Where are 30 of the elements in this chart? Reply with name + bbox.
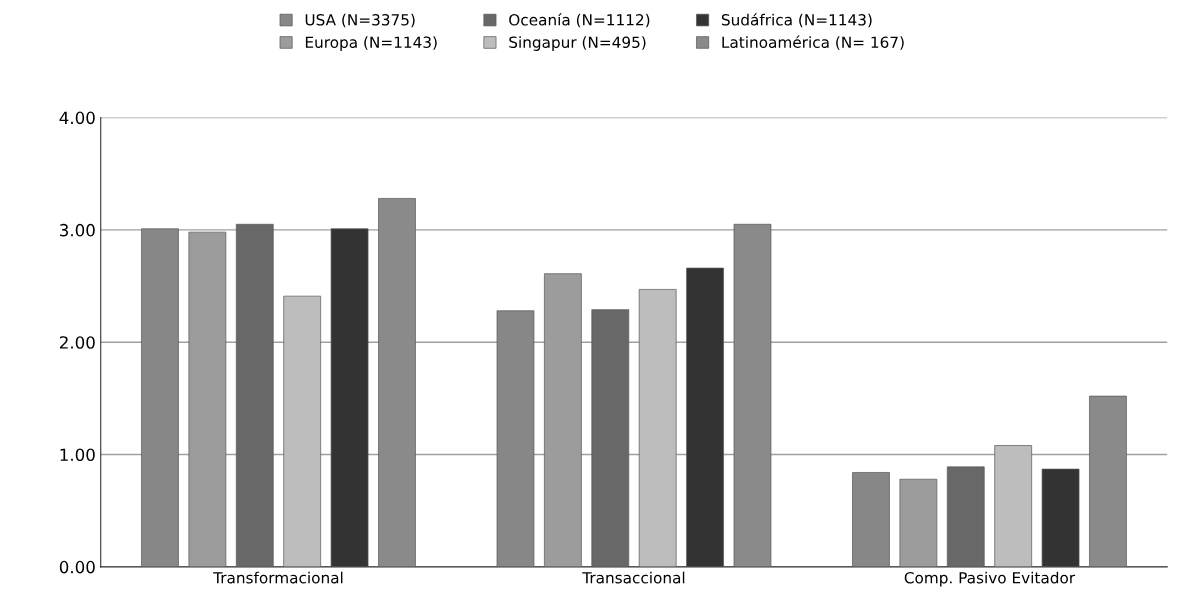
legend-label: Latinoamérica (N= 167) — [722, 35, 904, 50]
x-tick-label: Transaccional — [582, 571, 685, 584]
y-tick-label: 0.00 — [59, 560, 95, 574]
y-tick-label: 3.00 — [60, 223, 95, 237]
legend-label: Singapur (N=495) — [509, 36, 646, 51]
bar — [141, 228, 179, 567]
bar — [994, 445, 1033, 567]
bar — [638, 289, 677, 567]
x-tick-label: Comp. Pasivo Evitador — [904, 571, 1076, 587]
bar — [1089, 395, 1127, 567]
legend-label: Oceanía (N=1112) — [509, 13, 650, 28]
y-tick-label: 4.00 — [59, 111, 95, 125]
bar — [330, 228, 369, 567]
bar — [591, 309, 630, 567]
bar — [283, 295, 322, 567]
bar — [686, 267, 724, 567]
bar — [852, 472, 890, 567]
legend-label: USA (N=3375) — [305, 13, 415, 28]
bar — [235, 223, 274, 567]
bar — [733, 223, 772, 567]
bar — [1041, 468, 1080, 567]
legend-label: Europa (N=1143) — [305, 36, 437, 51]
legend-label: Sudáfrica (N=1143) — [721, 13, 872, 28]
bar — [899, 478, 938, 567]
bar — [378, 198, 416, 567]
bar — [946, 466, 985, 567]
bar — [496, 310, 535, 567]
x-tick-label: Transformacional — [213, 571, 343, 584]
y-tick-label: 2.00 — [59, 336, 95, 349]
y-tick-label: 1.00 — [60, 448, 95, 462]
